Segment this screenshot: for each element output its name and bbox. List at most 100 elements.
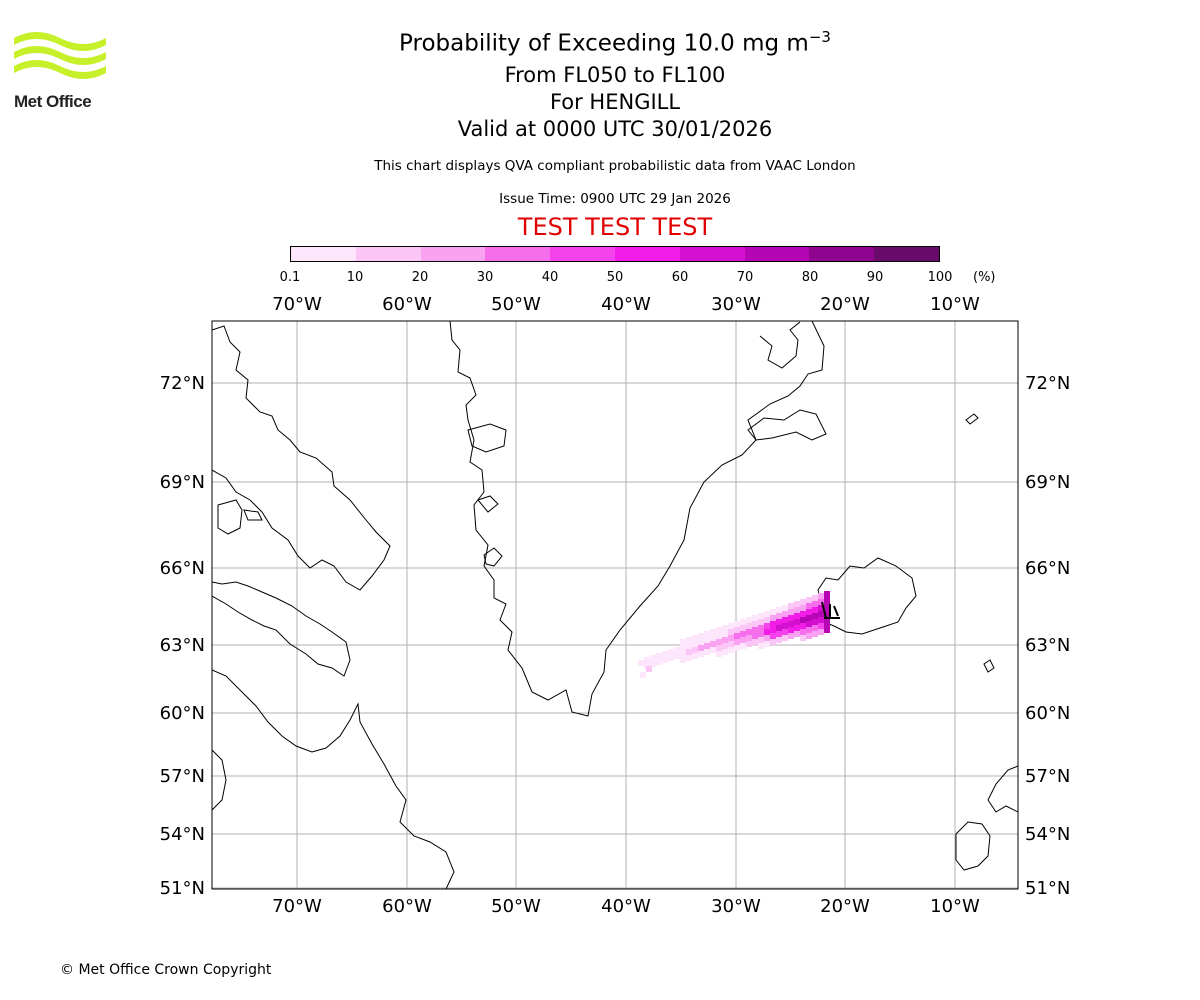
colorbar-segment bbox=[420, 247, 486, 261]
plume-cell bbox=[812, 607, 818, 613]
plume-cell bbox=[794, 613, 800, 619]
plume-cell bbox=[656, 659, 662, 665]
coastline-greenland-east bbox=[759, 321, 801, 369]
plume-cell bbox=[698, 645, 704, 651]
plume-cell bbox=[812, 619, 818, 625]
plume-cell bbox=[734, 645, 740, 651]
plume-cell bbox=[812, 625, 818, 631]
plume-cell bbox=[746, 623, 752, 629]
plume-cell bbox=[662, 651, 668, 657]
coastline-islands-west bbox=[217, 499, 263, 535]
colorbar-labels: 0.1 10 20 30 40 50 60 70 80 90 100 bbox=[280, 270, 953, 286]
plume-cell bbox=[668, 655, 674, 661]
plume-cell bbox=[680, 645, 686, 651]
plume-cell bbox=[704, 637, 710, 643]
plume-cell bbox=[782, 617, 788, 623]
plume-cell bbox=[776, 625, 782, 631]
coastline-ireland bbox=[955, 821, 991, 871]
plume-cell bbox=[728, 647, 734, 653]
plume-cell bbox=[818, 605, 824, 611]
longitude-label: 70°W bbox=[272, 294, 322, 315]
plume-cell bbox=[800, 635, 806, 641]
coastline-scotland bbox=[987, 765, 1018, 813]
latitude-label: 72°N bbox=[160, 373, 205, 394]
plume-cell bbox=[710, 647, 716, 653]
colorbar-segment bbox=[355, 247, 421, 261]
colorbar-tick-label: 30 bbox=[476, 270, 494, 285]
longitude-label: 10°W bbox=[930, 294, 980, 315]
plume-cell bbox=[674, 653, 680, 659]
colorbar-tick-label: 50 bbox=[606, 270, 624, 285]
plume-cell bbox=[638, 660, 644, 666]
plume-cell bbox=[680, 639, 686, 645]
latitude-label: 51°N bbox=[160, 878, 205, 899]
plume-cell bbox=[698, 651, 704, 657]
coastline-baffin bbox=[212, 325, 391, 591]
wave-logo-icon bbox=[14, 32, 106, 79]
plume-cell bbox=[752, 639, 758, 645]
plume-cell bbox=[680, 651, 686, 657]
latitude-label: 66°N bbox=[160, 558, 205, 579]
longitude-label: 40°W bbox=[601, 294, 651, 315]
colorbar-segment bbox=[485, 247, 551, 261]
plume-cell bbox=[824, 597, 830, 603]
latitude-label: 60°N bbox=[160, 703, 205, 724]
plume-cell bbox=[818, 617, 824, 623]
plume-cell bbox=[800, 617, 806, 623]
latitude-label: 72°N bbox=[1025, 373, 1070, 394]
plume-cell bbox=[746, 641, 752, 647]
colorbar-segment bbox=[744, 247, 810, 261]
plume-cell bbox=[782, 623, 788, 629]
latitude-label: 63°N bbox=[1025, 635, 1070, 656]
plume-cell bbox=[650, 661, 656, 667]
plume-cell bbox=[728, 629, 734, 635]
colorbar-tick-label: 60 bbox=[671, 270, 689, 285]
plume-cell bbox=[818, 629, 824, 635]
plume-cell bbox=[716, 639, 722, 645]
longitude-label: 40°W bbox=[601, 896, 651, 917]
colorbar-tick-label: 20 bbox=[411, 270, 429, 285]
longitude-label: 70°W bbox=[272, 896, 322, 917]
plume-cell bbox=[710, 629, 716, 635]
plume-cell bbox=[782, 635, 788, 641]
latitude-label: 69°N bbox=[1025, 472, 1070, 493]
plume-cell bbox=[812, 631, 818, 637]
coastline-disko bbox=[467, 423, 507, 453]
plume-cell bbox=[824, 621, 830, 627]
longitude-label: 10°W bbox=[930, 896, 980, 917]
test-banner: TEST TEST TEST bbox=[517, 213, 713, 241]
colorbar-tick-label: 70 bbox=[736, 270, 754, 285]
volcano-marker bbox=[821, 601, 840, 619]
plume-cell bbox=[704, 643, 710, 649]
plume-cell bbox=[686, 637, 692, 643]
plume-cell bbox=[794, 607, 800, 613]
plume-cell bbox=[764, 629, 770, 635]
plume-cell bbox=[710, 641, 716, 647]
plume-cell bbox=[662, 657, 668, 663]
plume-cell bbox=[740, 643, 746, 649]
plume-cell bbox=[776, 631, 782, 637]
colorbar-segment bbox=[679, 247, 745, 261]
plume-cell bbox=[806, 603, 812, 609]
plume-cell bbox=[734, 621, 740, 627]
colorbar-tick-label: 100 bbox=[927, 270, 953, 285]
plume-cell bbox=[740, 619, 746, 625]
latitude-label: 54°N bbox=[160, 824, 205, 845]
ash-probability-plume bbox=[638, 591, 830, 678]
longitude-label: 60°W bbox=[382, 896, 432, 917]
plume-cell bbox=[716, 633, 722, 639]
coastline-greenland bbox=[449, 321, 825, 717]
longitude-label: 20°W bbox=[820, 294, 870, 315]
plume-cell bbox=[794, 631, 800, 637]
latitude-label: 66°N bbox=[1025, 558, 1070, 579]
plume-cell bbox=[818, 593, 824, 599]
plume-cell bbox=[692, 653, 698, 659]
coastline-greenland-fjord bbox=[747, 409, 827, 441]
plume-cell bbox=[692, 635, 698, 641]
plume-cell bbox=[776, 619, 782, 625]
logo-text: Met Office bbox=[14, 92, 92, 111]
plume-cell bbox=[740, 631, 746, 637]
coastline-baffin-south bbox=[212, 581, 351, 677]
plume-cell bbox=[788, 621, 794, 627]
